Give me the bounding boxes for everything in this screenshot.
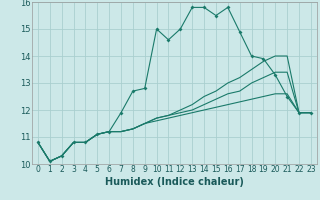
X-axis label: Humidex (Indice chaleur): Humidex (Indice chaleur)	[105, 177, 244, 187]
